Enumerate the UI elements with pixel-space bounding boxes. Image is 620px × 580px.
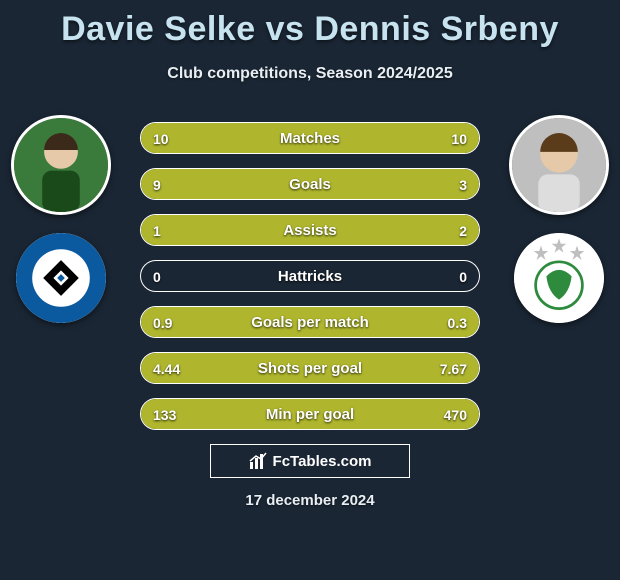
stat-bar: 93Goals: [140, 168, 480, 200]
stat-label: Hattricks: [141, 261, 479, 292]
club-badge-icon: [16, 233, 106, 323]
stat-bar: 133470Min per goal: [140, 398, 480, 430]
player-left-club-badge: [16, 233, 106, 323]
stat-label: Assists: [141, 215, 479, 246]
left-player-column: [6, 115, 116, 323]
brand-label: FcTables.com: [273, 453, 372, 470]
stat-bars-container: 1010Matches 93Goals 12Assists 00Hattricks 0.…: [140, 122, 480, 430]
stat-label: Min per goal: [141, 399, 479, 430]
stat-bar: 1010Matches: [140, 122, 480, 154]
page-subtitle: Club competitions, Season 2024/2025: [0, 65, 620, 83]
brand-chart-icon: [249, 452, 267, 470]
stat-label: Matches: [141, 123, 479, 154]
stat-bar: 0.90.3Goals per match: [140, 306, 480, 338]
player-right-club-badge: [514, 233, 604, 323]
update-date: 17 december 2024: [0, 492, 620, 509]
stat-label: Goals: [141, 169, 479, 200]
page-title: Davie Selke vs Dennis Srbeny: [0, 0, 620, 49]
player-right-avatar: [509, 115, 609, 215]
right-player-column: [504, 115, 614, 323]
generic-player-icon: [512, 118, 606, 212]
brand-badge[interactable]: FcTables.com: [210, 444, 410, 478]
stat-bar: 00Hattricks: [140, 260, 480, 292]
stat-label: Shots per goal: [141, 353, 479, 384]
stat-bar: 4.447.67Shots per goal: [140, 352, 480, 384]
generic-player-icon: [14, 118, 108, 212]
stat-label: Goals per match: [141, 307, 479, 338]
player-left-avatar: [11, 115, 111, 215]
club-badge-icon: [514, 233, 604, 323]
stat-bar: 12Assists: [140, 214, 480, 246]
